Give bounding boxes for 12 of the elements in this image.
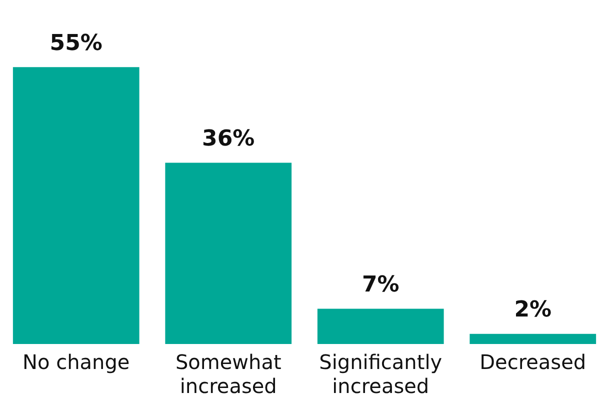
x-tick-label: Significantly increased: [319, 350, 442, 398]
data-label: 36%: [202, 126, 255, 152]
x-tick-label: Somewhat increased: [175, 350, 282, 398]
bar: [470, 334, 596, 344]
bar: [165, 162, 292, 344]
data-label: 2%: [514, 298, 552, 323]
data-label: 55%: [50, 30, 102, 56]
bar: [12, 67, 140, 344]
bar: [317, 308, 444, 344]
x-tick-label: No change: [22, 350, 130, 374]
x-tick-label: Decreased: [480, 350, 586, 374]
data-label: 7%: [362, 272, 400, 298]
